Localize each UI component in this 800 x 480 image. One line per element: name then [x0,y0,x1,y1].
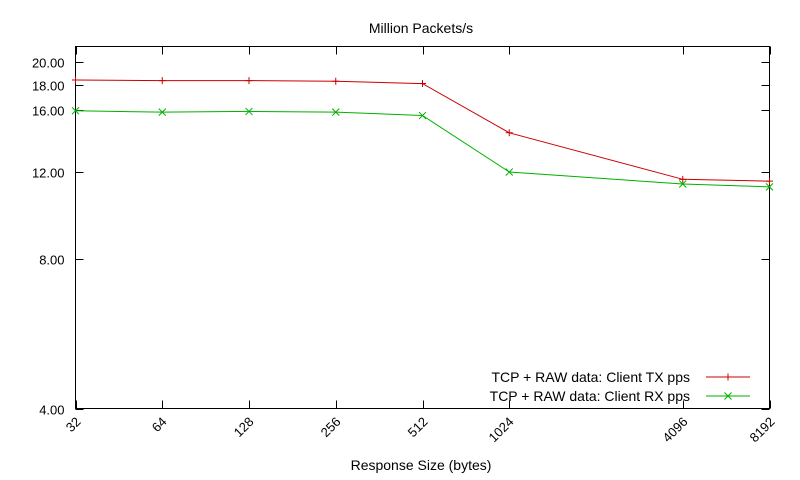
data-point [419,80,426,88]
data-point [245,107,253,116]
x-tick-label: 4096 [660,414,691,445]
series-line [75,110,770,188]
x-tick-label: 256 [318,414,344,440]
legend: TCP + RAW data: Client TX pps TCP + RAW d… [490,369,750,404]
x-tick-label: 512 [405,414,431,440]
y-tick-label: 18.00 [32,79,65,94]
data-point [679,175,687,183]
data-point [505,129,513,137]
data-point [724,373,732,381]
data-point [332,77,340,85]
data-point [331,108,340,116]
data-point [245,77,253,85]
y-tick-label: 20.00 [32,56,65,71]
y-tick-label: 4.00 [39,403,64,418]
data-point [765,183,774,191]
data-point [71,106,80,115]
legend-entry: TCP + RAW data: Client RX pps [490,388,750,404]
data-point [678,180,687,188]
data-point [418,111,427,120]
series-client-rx [71,106,774,191]
x-tick-label: 32 [63,414,84,435]
x-tick-label: 64 [149,414,170,435]
legend-label: TCP + RAW data: Client TX pps [491,369,690,385]
y-axis: 4.00 8.00 12.00 16.00 18.00 20.00 [32,56,770,418]
y-tick-label: 12.00 [32,166,65,181]
x-tick-label: 1024 [486,414,517,445]
y-tick-label: 16.00 [32,104,65,119]
data-point [724,392,732,400]
data-point [505,168,514,176]
x-axis-label: Response Size (bytes) [351,457,492,473]
y-tick-label: 8.00 [39,253,64,268]
chart-title: Million Packets/s [369,20,473,36]
series-line [75,79,770,182]
x-tick-label: 128 [231,414,257,440]
legend-entry: TCP + RAW data: Client TX pps [491,369,750,385]
x-tick-label: 8192 [747,414,778,445]
data-point [158,77,166,85]
data-point [72,76,79,84]
x-axis: 32 64 128 256 512 1024 4096 8192 [63,46,778,445]
plot-frame [75,46,770,409]
data-point [766,177,773,185]
series-layer [71,76,774,191]
series-client-tx [72,76,773,185]
data-point [158,108,167,116]
legend-label: TCP + RAW data: Client RX pps [490,388,690,404]
